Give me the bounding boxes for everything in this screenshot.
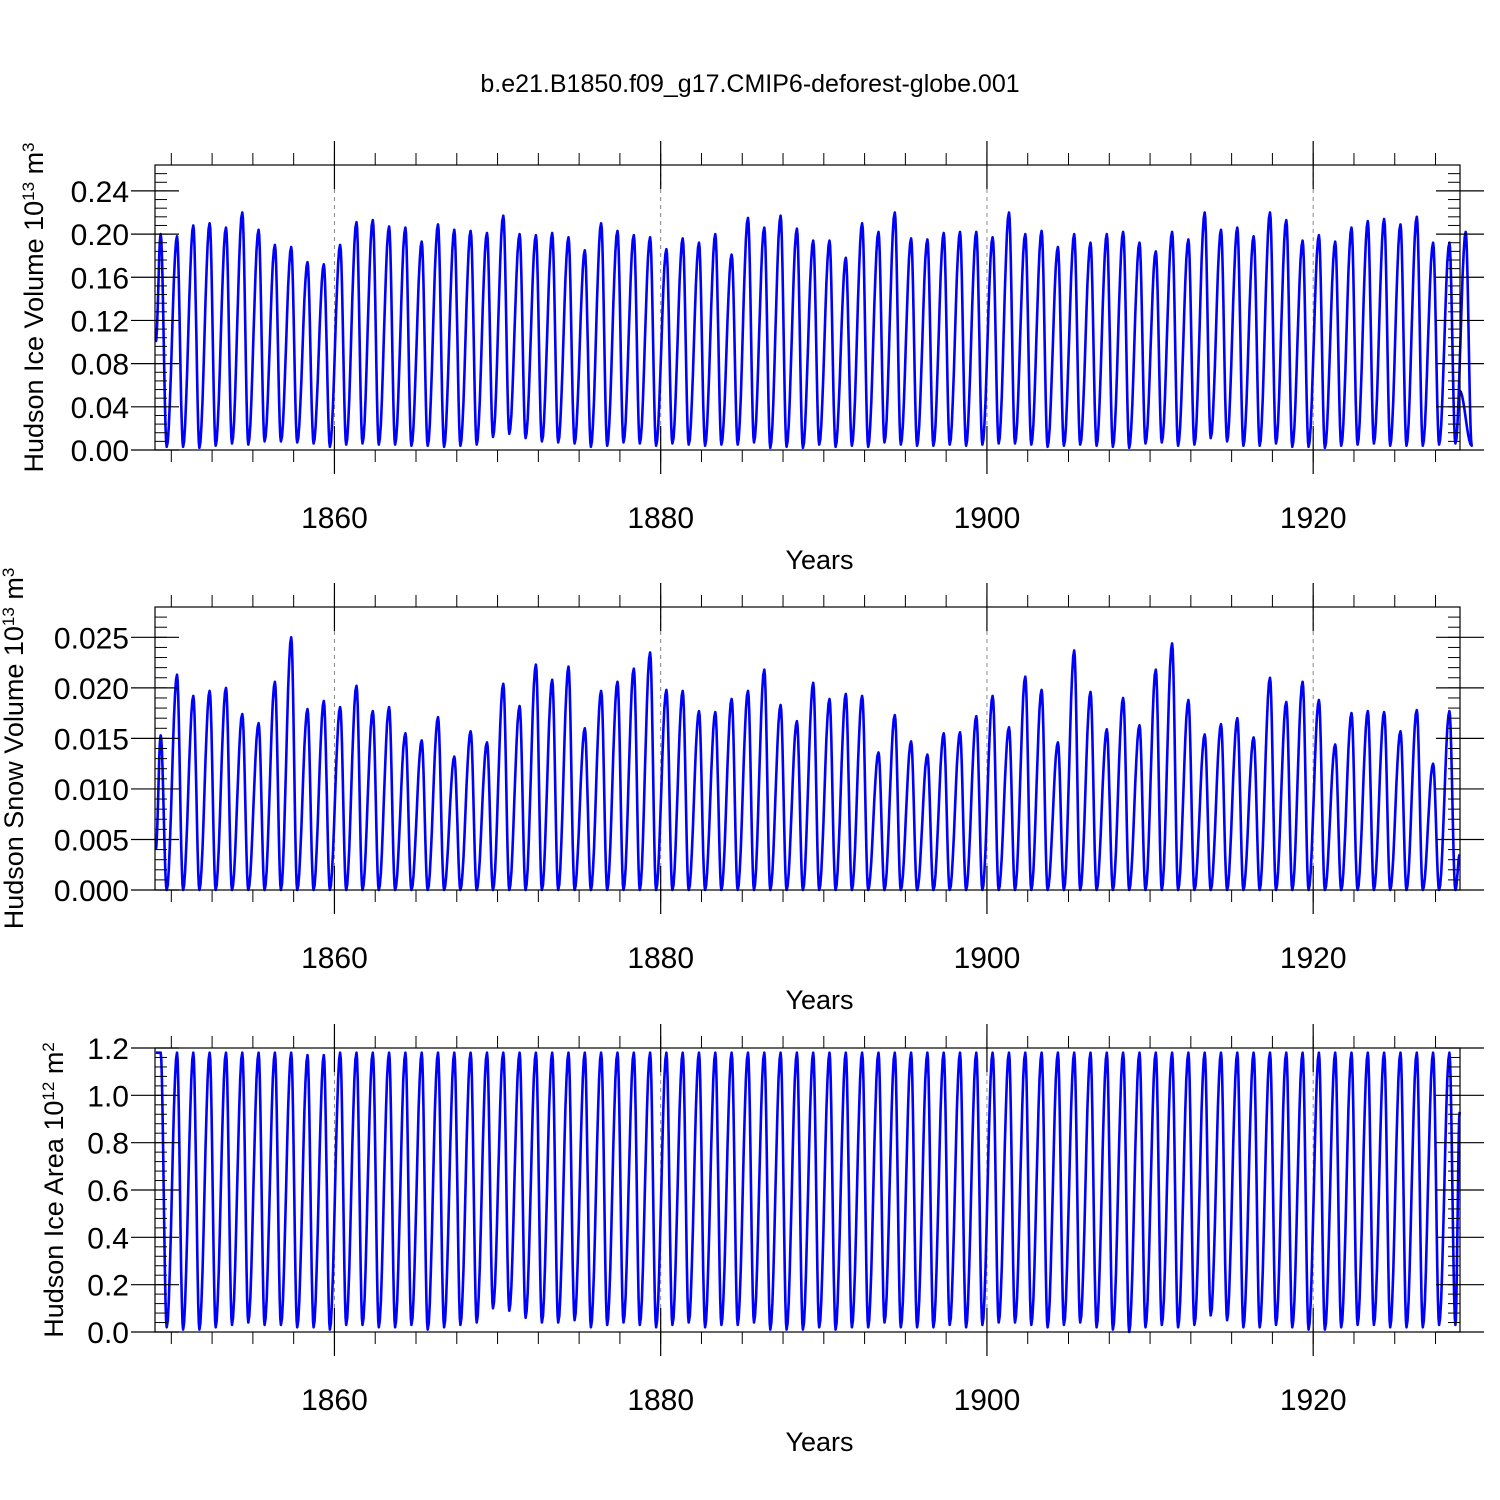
ice-volume-series <box>154 211 1473 450</box>
ice-volume-plot-frame <box>154 164 1461 451</box>
panel-ice-volume: 0.00 0.04 0.08 0.12 0.16 0.20 0.24 1860 1880 1900… <box>19 141 1484 575</box>
ice-volume-x-tick-label: 1920 <box>1280 502 1347 535</box>
ice-area-y-tick-label: 0.6 <box>87 1175 129 1208</box>
snow-volume-x-tick-label: 1860 <box>301 942 368 975</box>
snow-volume-series <box>154 636 1461 892</box>
snow-volume-x-axis-label: Years <box>785 985 853 1015</box>
snow-volume-x-tick-label: 1900 <box>954 942 1021 975</box>
ice-area-x-tick-label: 1900 <box>954 1384 1021 1417</box>
ice-volume-y-tick-label: 0.04 <box>71 392 129 425</box>
figure-title: b.e21.B1850.f09_g17.CMIP6-deforest-globe… <box>480 70 1019 98</box>
ice-volume-x-tick-label: 1860 <box>301 502 368 535</box>
panel-ice-area: 0.0 0.2 0.4 0.6 0.8 1.0 1.2 1860 1880 1900 1920 Ye… <box>39 1024 1484 1457</box>
snow-volume-ylabel-unit: m <box>0 577 29 607</box>
snow-volume-y-axis-label: Hudson Snow Volume 1013 m3 <box>0 568 29 930</box>
ice-volume-x-tick-label: 1880 <box>627 502 694 535</box>
ice-area-y-tick-label: 1.2 <box>87 1033 129 1066</box>
ice-area-y-axis-label: Hudson Ice Area 1012 m2 <box>39 1042 70 1338</box>
snow-volume-y-tick-label: 0.015 <box>54 723 129 756</box>
ice-volume-ticks: 0.00 0.04 0.08 0.12 0.16 0.20 0.24 1860 1880 1900… <box>71 141 1484 535</box>
snow-volume-plot-frame <box>154 606 1461 891</box>
ice-area-ylabel-unit: m <box>39 1052 69 1082</box>
snow-volume-ylabel-exponent: 13 <box>0 607 18 626</box>
snow-volume-ylabel-unit-exponent: 3 <box>0 568 18 577</box>
ice-area-ylabel-exponent: 12 <box>39 1082 58 1101</box>
snow-volume-ylabel-main: Hudson Snow Volume 10 <box>0 626 29 929</box>
snow-volume-y-tick-label: 0.000 <box>54 875 129 908</box>
ice-volume-ylabel-main: Hudson Ice Volume 10 <box>19 201 49 473</box>
ice-area-y-tick-label: 0.0 <box>87 1317 129 1350</box>
ice-area-y-tick-label: 0.2 <box>87 1270 129 1303</box>
ice-area-y-tick-label: 0.8 <box>87 1128 129 1161</box>
snow-volume-y-tick-label: 0.020 <box>54 673 129 706</box>
snow-volume-series-line <box>154 636 1461 892</box>
ice-volume-y-tick-label: 0.24 <box>71 176 129 209</box>
ice-area-x-tick-label: 1860 <box>301 1384 368 1417</box>
ice-area-series-line <box>155 1051 1461 1334</box>
ice-volume-ylabel-unit-exponent: 3 <box>19 142 38 151</box>
ice-area-series <box>155 1051 1461 1334</box>
snow-volume-y-tick-label: 0.010 <box>54 774 129 807</box>
ice-volume-y-axis-label: Hudson Ice Volume 1013 m3 <box>19 142 50 472</box>
ice-volume-reference-lines <box>333 165 1314 450</box>
snow-volume-x-tick-label: 1880 <box>627 942 694 975</box>
ice-volume-ylabel-exponent: 13 <box>19 182 38 201</box>
ice-volume-y-tick-label: 0.16 <box>71 262 129 295</box>
snow-volume-x-tick-label: 1920 <box>1280 942 1347 975</box>
ice-area-x-axis-label: Years <box>785 1427 853 1457</box>
ice-volume-y-tick-label: 0.20 <box>71 219 129 252</box>
snow-volume-ticks: 0.000 0.005 0.010 0.015 0.020 0.025 1860 1880 19… <box>54 583 1484 975</box>
ice-area-ylabel-main: Hudson Ice Area 10 <box>39 1101 69 1338</box>
ice-volume-y-tick-label: 0.00 <box>71 435 129 468</box>
ice-area-y-tick-label: 1.0 <box>87 1080 129 1113</box>
ice-area-x-tick-label: 1880 <box>627 1384 694 1417</box>
ice-volume-ylabel-unit: m <box>19 152 49 182</box>
ice-area-ticks: 0.0 0.2 0.4 0.6 0.8 1.0 1.2 1860 1880 1900 1920 <box>87 1024 1484 1417</box>
ice-volume-y-tick-label: 0.08 <box>71 349 129 382</box>
ice-volume-series-line <box>154 211 1473 450</box>
snow-volume-y-tick-label: 0.005 <box>54 824 129 857</box>
ice-area-ylabel-unit-exponent: 2 <box>39 1042 58 1051</box>
ice-volume-x-tick-label: 1900 <box>954 502 1021 535</box>
ice-area-x-tick-label: 1920 <box>1280 1384 1347 1417</box>
ice-volume-x-axis-label: Years <box>785 545 853 575</box>
panel-snow-volume: 0.000 0.005 0.010 0.015 0.020 0.025 1860 1880 19… <box>0 568 1484 1015</box>
ice-area-y-tick-label: 0.4 <box>87 1222 129 1255</box>
snow-volume-y-tick-label: 0.025 <box>54 622 129 655</box>
ice-volume-y-tick-label: 0.12 <box>71 305 129 338</box>
